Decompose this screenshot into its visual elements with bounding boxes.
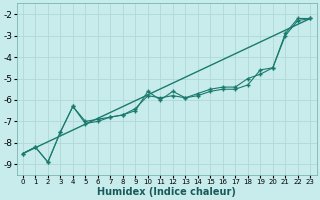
X-axis label: Humidex (Indice chaleur): Humidex (Indice chaleur) [97, 187, 236, 197]
